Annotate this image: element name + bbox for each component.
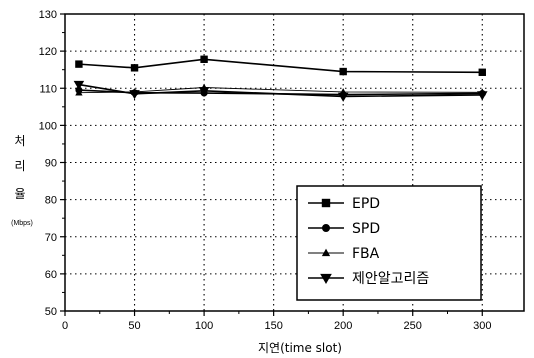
axis-ticks: 0 50 100 150 200 250 300 50 60 70 80 90 100 110 120 130 [39,9,492,332]
data-point [129,90,140,100]
legend-marker [320,273,332,284]
x-tick-label: 250 [404,320,422,332]
y-axis-title: 처리율 [14,134,25,201]
data-point [478,68,486,76]
legend-entry: FBA [308,246,380,262]
y-axis-unit: (Mbps) [11,220,33,227]
legend: EPD SPD FBA 제안알고리즘 [296,185,482,301]
x-tick-label: 150 [264,320,282,332]
data-point [73,80,85,90]
series-line [78,58,483,74]
x-tick-label: 300 [473,320,491,332]
legend-entry: EPD [308,196,380,212]
legend-label: EPD [352,196,380,212]
legend-marker [321,248,331,257]
data-point [75,88,83,96]
y-tick-label: 120 [39,46,57,58]
y-axis-title-char: 처 [14,134,25,148]
legend-entry: SPD [308,221,380,237]
x-tick-label: 100 [195,320,213,332]
y-tick-label: 110 [39,83,57,95]
x-axis-title: 지연(time slot) [258,341,342,355]
legend-label: FBA [352,246,380,262]
x-tick-label: 50 [128,320,140,332]
y-tick-label: 80 [45,195,57,207]
y-tick-label: 100 [39,120,57,132]
data-point [130,64,139,72]
y-axis-title-char: 리 [14,159,25,173]
series-1 [75,55,486,76]
legend-label: 제안알고리즘 [352,271,429,287]
y-tick-label: 60 [45,269,57,281]
legend-label: SPD [352,221,380,237]
y-tick-label: 90 [45,158,57,170]
data-point [477,91,488,101]
legend-entry: 제안알고리즘 [308,271,429,287]
series [73,55,488,102]
data-point [200,55,208,63]
y-tick-label: 130 [39,9,57,21]
x-tick-label: 0 [62,320,68,332]
legend-marker [321,198,331,208]
data-point [75,60,83,68]
y-axis-title-char: 율 [14,187,25,201]
grid [65,14,524,311]
data-point [339,67,347,76]
y-tick-label: 70 [45,232,57,244]
y-tick-label: 50 [45,306,57,318]
series-4 [73,80,488,102]
data-point [337,92,349,102]
x-tick-label: 200 [334,320,352,332]
legend-marker [322,224,330,232]
data-point [198,87,210,97]
